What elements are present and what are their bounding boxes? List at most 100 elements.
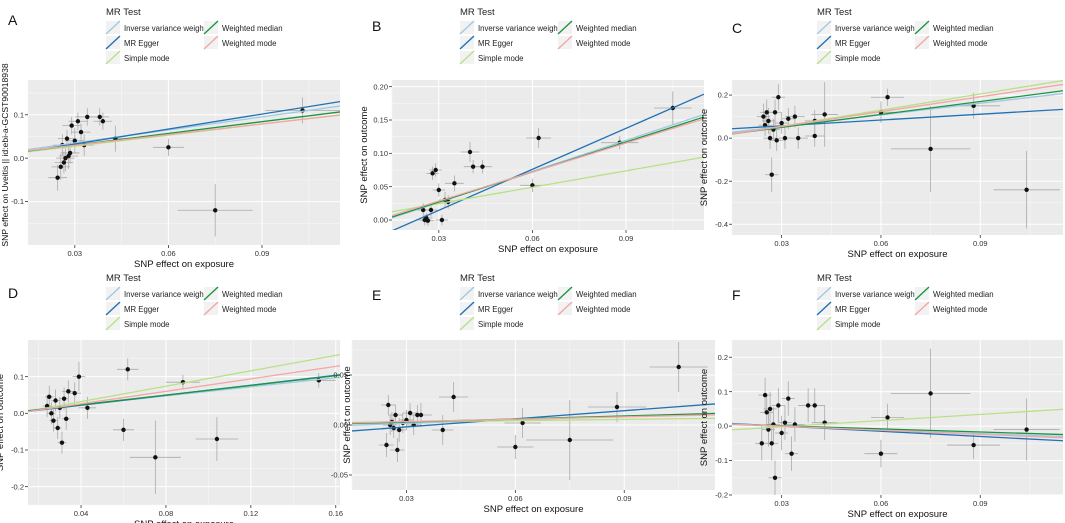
x-axis-title: SNP effect on exposure: [134, 259, 234, 270]
y-tick-label: 0.05: [333, 371, 348, 380]
axes: 0.03 0.06 0.09 -0.2 -0.1 0.0 0.1 0.2 SNP effect …: [699, 353, 988, 520]
x-tick-label: 0.09: [973, 239, 988, 248]
fit-line-weighted-mode: [392, 118, 704, 217]
fit-line-weighted-median: [28, 374, 340, 412]
fit-line-weighted-mode: [732, 423, 1063, 439]
data-point-marker: [451, 394, 456, 400]
panel-label: C: [732, 20, 742, 36]
legend-item-label: Simple mode: [124, 320, 170, 329]
legend-title: MR Test: [460, 273, 495, 284]
data-point-marker: [393, 412, 398, 418]
data-point-marker: [395, 447, 400, 453]
plot-data: [732, 80, 1063, 229]
data-point-marker: [53, 398, 58, 403]
data-point-marker: [58, 164, 63, 170]
data-point-marker: [386, 402, 391, 408]
axes: 0.04 0.08 0.12 0.16 -0.2 -0.1 0.0 0.1 SNP effect…: [0, 372, 343, 523]
data-point-marker: [762, 392, 768, 398]
data-point-marker: [520, 420, 525, 426]
x-tick-label: 0.06: [508, 494, 523, 503]
legend-title: MR Test: [106, 7, 141, 18]
data-point-marker: [61, 160, 67, 165]
legend-item-label: Weighted mode: [222, 305, 276, 314]
data-point-marker: [63, 155, 68, 161]
x-tick-label: 0.08: [159, 509, 174, 518]
x-tick-label: 0.09: [255, 249, 270, 258]
y-tick-label: -0.2: [715, 491, 728, 500]
legend-item-label: Inverse variance weighted: [835, 290, 926, 299]
legend-key-line: [105, 20, 121, 35]
panel-b: B MR Test Inverse variance weighted Weighte…: [359, 7, 704, 255]
y-tick-label: 0.2: [718, 353, 728, 362]
legend-key-line: [816, 20, 832, 35]
panel-label: E: [372, 287, 381, 303]
data-point-marker: [78, 129, 84, 135]
data-point-marker: [97, 114, 102, 120]
data-point-marker: [415, 412, 420, 418]
data-point-marker: [396, 427, 402, 433]
data-point-marker: [66, 389, 71, 394]
legend-key-line: [459, 50, 475, 65]
data-point-marker: [433, 167, 438, 173]
plot-data: [392, 91, 704, 230]
legend-key-line: [105, 35, 121, 50]
legend-key-line: [914, 286, 930, 301]
legend-key-line: [557, 286, 573, 301]
legend-item-label: Weighted median: [933, 24, 994, 33]
y-tick-label: -0.4: [715, 220, 728, 229]
y-tick-label: -0.1: [11, 446, 24, 455]
legend-item-label: Inverse variance weighted: [124, 290, 215, 299]
data-point-marker: [153, 455, 158, 460]
legend-key-line: [105, 286, 121, 301]
legend-item-label: Simple mode: [835, 54, 881, 63]
legend-key-line: [459, 35, 475, 50]
legend: MR Test Inverse variance weighted Weighted…: [459, 273, 637, 331]
y-axis-title: SNP effect on Uveitis || id:ebi-a-GCST90…: [0, 63, 10, 247]
data-point-marker: [61, 396, 67, 401]
fit-line-weighted-mode: [28, 365, 340, 413]
legend-item-label: Weighted mode: [933, 39, 987, 48]
data-point-marker: [72, 390, 77, 396]
data-point-marker: [69, 123, 74, 128]
x-tick-label: 0.03: [399, 494, 414, 503]
legend: MR Test Inverse variance weighted Weighted…: [816, 273, 994, 331]
data-point-marker: [767, 406, 773, 412]
fit-line-mr-egger: [352, 403, 715, 432]
y-tick-label: 0.1: [14, 372, 24, 381]
gridlines: [731, 339, 1063, 496]
data-point-marker: [567, 437, 572, 443]
data-point-marker: [928, 391, 933, 396]
x-axis-title: SNP effect on exposure: [848, 509, 948, 520]
fit-line-mr-egger: [28, 100, 340, 153]
data-point-marker: [776, 95, 781, 100]
legend-key-line: [203, 301, 219, 316]
data-point-marker: [55, 425, 60, 431]
x-tick-label: 0.06: [161, 249, 176, 258]
data-point-marker: [769, 172, 774, 177]
legend-key-line: [557, 35, 573, 50]
data-point-marker: [452, 181, 457, 186]
data-point-marker: [772, 475, 778, 480]
data-point-marker: [779, 120, 784, 126]
y-tick-label: 0.0: [14, 154, 24, 163]
data-point-marker: [796, 135, 801, 141]
panel-label: D: [8, 285, 18, 301]
y-tick-label: 0.1: [14, 110, 24, 119]
data-point-marker: [100, 119, 106, 124]
y-axis-title: SNP effect on outcome: [342, 366, 353, 463]
legend-key-line: [816, 316, 832, 331]
legend-item-label: MR Egger: [835, 39, 871, 48]
x-axis-title: SNP effect on exposure: [484, 504, 584, 515]
legend-item-label: Simple mode: [478, 54, 524, 63]
legend-key-line: [459, 20, 475, 35]
data-point-marker: [805, 403, 811, 408]
legend: MR Test Inverse variance weighted Weighted…: [816, 7, 994, 65]
x-tick-label: 0.03: [67, 249, 82, 258]
data-point-marker: [971, 442, 976, 448]
fit-line-weighted-mode: [28, 114, 340, 152]
plot-background: [732, 80, 1063, 235]
fit-line-inverse-variance-weighted: [28, 105, 340, 151]
legend-item-label: Simple mode: [835, 320, 881, 329]
data-point-marker: [430, 171, 435, 176]
